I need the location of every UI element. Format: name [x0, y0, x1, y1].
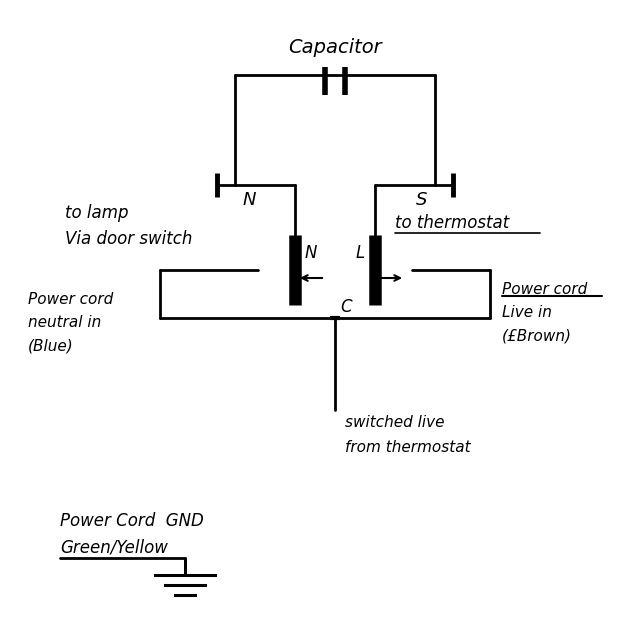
Text: C: C [340, 298, 351, 316]
Text: Capacitor: Capacitor [288, 38, 382, 57]
Text: Power cord: Power cord [502, 282, 588, 297]
Text: to thermostat: to thermostat [395, 214, 509, 232]
Text: Via door switch: Via door switch [65, 230, 193, 248]
Text: Power cord: Power cord [28, 292, 113, 307]
Text: from thermostat: from thermostat [345, 440, 470, 455]
Text: Green/Yellow: Green/Yellow [60, 538, 168, 556]
Text: L: L [356, 244, 365, 262]
Text: switched live: switched live [345, 415, 445, 430]
Text: (Blue): (Blue) [28, 338, 74, 353]
Text: to lamp: to lamp [65, 204, 129, 222]
Text: neutral in: neutral in [28, 315, 101, 330]
Text: Live in: Live in [502, 305, 552, 320]
Text: (£Brown): (£Brown) [502, 328, 572, 343]
Text: N: N [243, 191, 257, 209]
Text: Power Cord  GND: Power Cord GND [60, 512, 204, 530]
Text: N: N [305, 244, 317, 262]
Text: S: S [415, 191, 427, 209]
